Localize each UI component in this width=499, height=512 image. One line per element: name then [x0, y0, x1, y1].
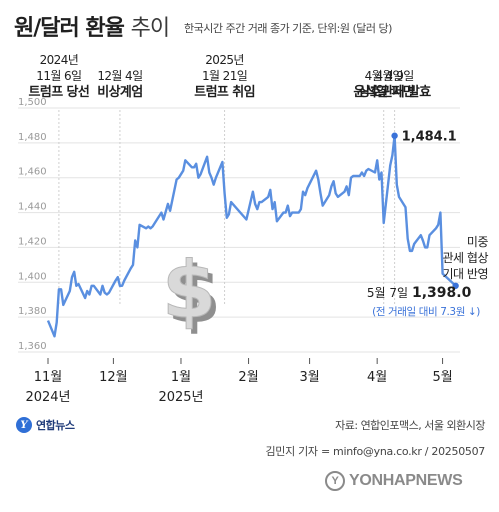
event-label: 2025년: [205, 53, 244, 67]
title-sub: 추이: [130, 16, 170, 41]
last-event-label: 기대 반영: [443, 267, 488, 281]
last-point: [452, 282, 459, 289]
x-tick-label: 3월: [299, 370, 319, 385]
event-label: 상호관세 발효: [359, 84, 432, 100]
event-label: 1월 21일: [202, 69, 247, 83]
event-label: 윤석열 파면: [353, 84, 414, 100]
watermark-text: YONHAPNEWS: [349, 472, 463, 489]
source-note: 자료: 연합인포맥스, 서울 외환시장: [335, 419, 485, 432]
logo-text: 연합뉴스: [36, 419, 75, 432]
credit-line: 김민지 기자 = minfo@yna.co.kr / 20250507: [265, 445, 485, 458]
y-tick-label: 1,360: [18, 341, 47, 352]
yonhap-logo: Y 연합뉴스: [16, 417, 75, 433]
x-tick-label: 5월: [432, 370, 452, 385]
last-event-label: 미중: [467, 235, 489, 249]
x-year-label: 2025년: [158, 390, 203, 405]
event-label: 12월 4일: [97, 69, 142, 83]
change-note: (전 거래일 대비 7.3원 ↓): [372, 305, 480, 318]
event-label: 트럼프 당선: [29, 84, 90, 100]
chart-title: 원/달러 환율 추이: [14, 10, 170, 42]
peak-value-label: 1,484.1: [402, 130, 457, 145]
event-label: 11월 6일: [36, 69, 81, 83]
x-tick-label: 1월: [171, 370, 191, 385]
y-tick-label: 1,380: [18, 306, 47, 317]
chart-subtitle: 한국시간 주간 거래 종가 기준, 단위:원 (달러 당): [184, 22, 392, 35]
title-main: 원/달러 환율: [14, 16, 125, 41]
last-event-label: 관세 협상: [443, 251, 489, 265]
y-tick-label: 1,500: [18, 97, 47, 108]
y-tick-label: 1,460: [18, 167, 47, 178]
last-date-label: 5월 7일: [367, 286, 408, 300]
event-label: 4월 9일: [376, 69, 414, 83]
y-tick-label: 1,420: [18, 236, 47, 247]
y-tick-label: 1,480: [18, 132, 47, 143]
event-label: 트럼프 취임: [194, 84, 255, 100]
x-tick-label: 2월: [238, 370, 258, 385]
svg-text:$: $: [167, 251, 221, 341]
last-value-label: 1,398.0: [412, 285, 472, 301]
yonhapnews-watermark: Y YONHAPNEWS: [325, 471, 463, 491]
x-year-label: 2024년: [25, 390, 70, 405]
dollar-sign-icon: $$: [162, 246, 222, 342]
peak-point: [391, 132, 398, 139]
y-tick-label: 1,400: [18, 271, 47, 282]
y-tick-label: 1,440: [18, 202, 47, 213]
watermark-logo-icon: Y: [325, 471, 345, 491]
x-tick-label: 11월: [34, 370, 63, 385]
exchange-rate-line: [46, 134, 457, 338]
event-label: 2024년: [40, 53, 79, 67]
x-tick-label: 4월: [367, 370, 387, 385]
event-label: 4월 4일: [365, 69, 403, 83]
yonhap-logo-icon: Y: [16, 417, 32, 433]
svg-text:$: $: [162, 246, 216, 336]
x-tick-label: 12월: [99, 370, 128, 385]
event-label: 비상계엄: [97, 85, 142, 100]
